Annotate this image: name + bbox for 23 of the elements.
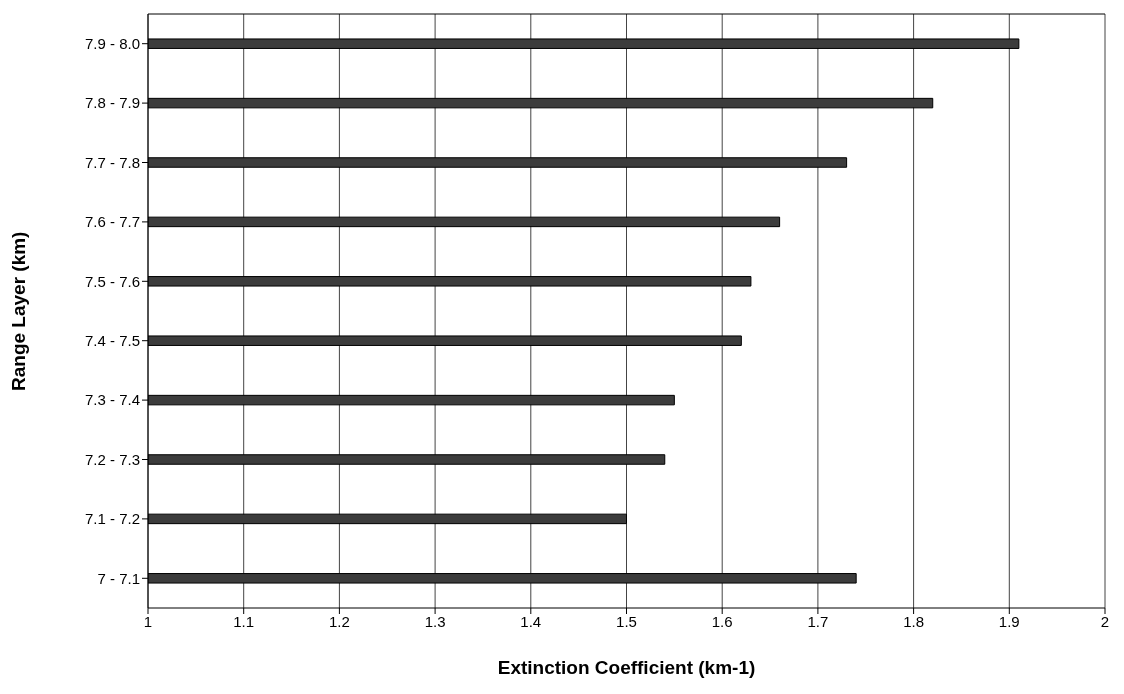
x-axis-title: Extinction Coefficient (km-1) <box>497 657 756 678</box>
y-axis-title: Range Layer (km) <box>7 231 29 391</box>
y-tick-label: 7.1 - 7.2 <box>84 510 140 528</box>
y-tick-label: 7.3 - 7.4 <box>84 391 140 409</box>
x-tick-label: 1.2 <box>328 612 350 630</box>
y-tick-label: 7.5 - 7.6 <box>84 272 140 290</box>
y-tick-label: 7.9 - 8.0 <box>84 35 140 53</box>
y-tick-label: 7.7 - 7.8 <box>84 153 140 171</box>
x-tick-label: 1.8 <box>903 612 925 630</box>
y-tick-label: 7 - 7.1 <box>97 569 140 587</box>
x-tick-label: 1.5 <box>616 612 637 630</box>
y-tick-label: 7.6 - 7.7 <box>84 213 140 231</box>
x-tick-label: 1.9 <box>998 612 1020 630</box>
x-tick-label: 1 <box>143 612 153 630</box>
x-tick-label: 1.4 <box>520 612 542 630</box>
y-tick-label: 7.4 - 7.5 <box>84 332 140 350</box>
y-tick-label: 7.8 - 7.9 <box>84 94 140 112</box>
x-tick-label: 1.1 <box>233 612 255 630</box>
x-tick-label: 1.3 <box>424 612 446 630</box>
y-tick-label: 7.2 - 7.3 <box>84 450 140 468</box>
x-tick-label: 1.7 <box>807 612 829 630</box>
x-tick-label: 1.6 <box>711 612 733 630</box>
x-tick-label: 2 <box>1100 612 1110 630</box>
